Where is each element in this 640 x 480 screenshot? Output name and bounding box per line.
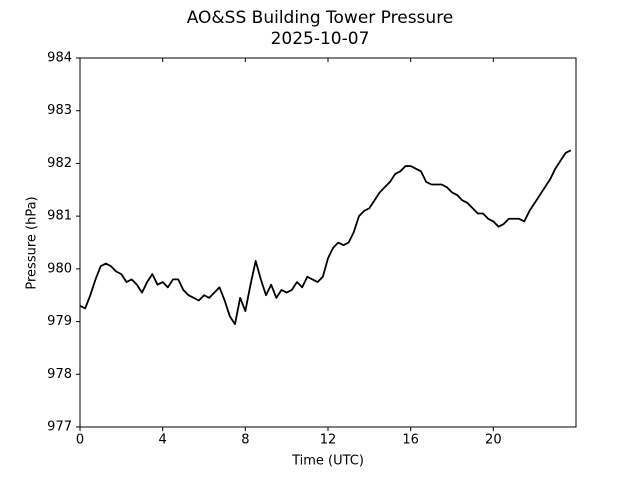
x-tick-label: 16 — [402, 433, 419, 448]
x-tick-label: 8 — [241, 433, 249, 448]
y-tick-label: 982 — [47, 156, 72, 171]
y-tick-label: 984 — [47, 51, 72, 66]
y-tick-label: 980 — [47, 261, 72, 276]
y-tick-label: 977 — [47, 420, 72, 435]
x-tick-label: 4 — [159, 433, 167, 448]
y-tick-label: 978 — [47, 367, 72, 382]
x-tick-label: 12 — [320, 433, 337, 448]
y-tick-label: 983 — [47, 103, 72, 118]
y-axis-label: Pressure (hPa) — [25, 196, 40, 289]
x-axis-label: Time (UTC) — [291, 454, 364, 469]
chart-subtitle: 2025-10-07 — [271, 29, 370, 49]
y-tick-label: 979 — [47, 314, 72, 329]
data-line — [79, 149, 572, 326]
y-tick-label: 981 — [47, 209, 72, 224]
x-tick-label: 20 — [485, 433, 502, 448]
chart-title: AO&SS Building Tower Pressure — [187, 8, 454, 28]
x-tick-label: 0 — [76, 433, 84, 448]
